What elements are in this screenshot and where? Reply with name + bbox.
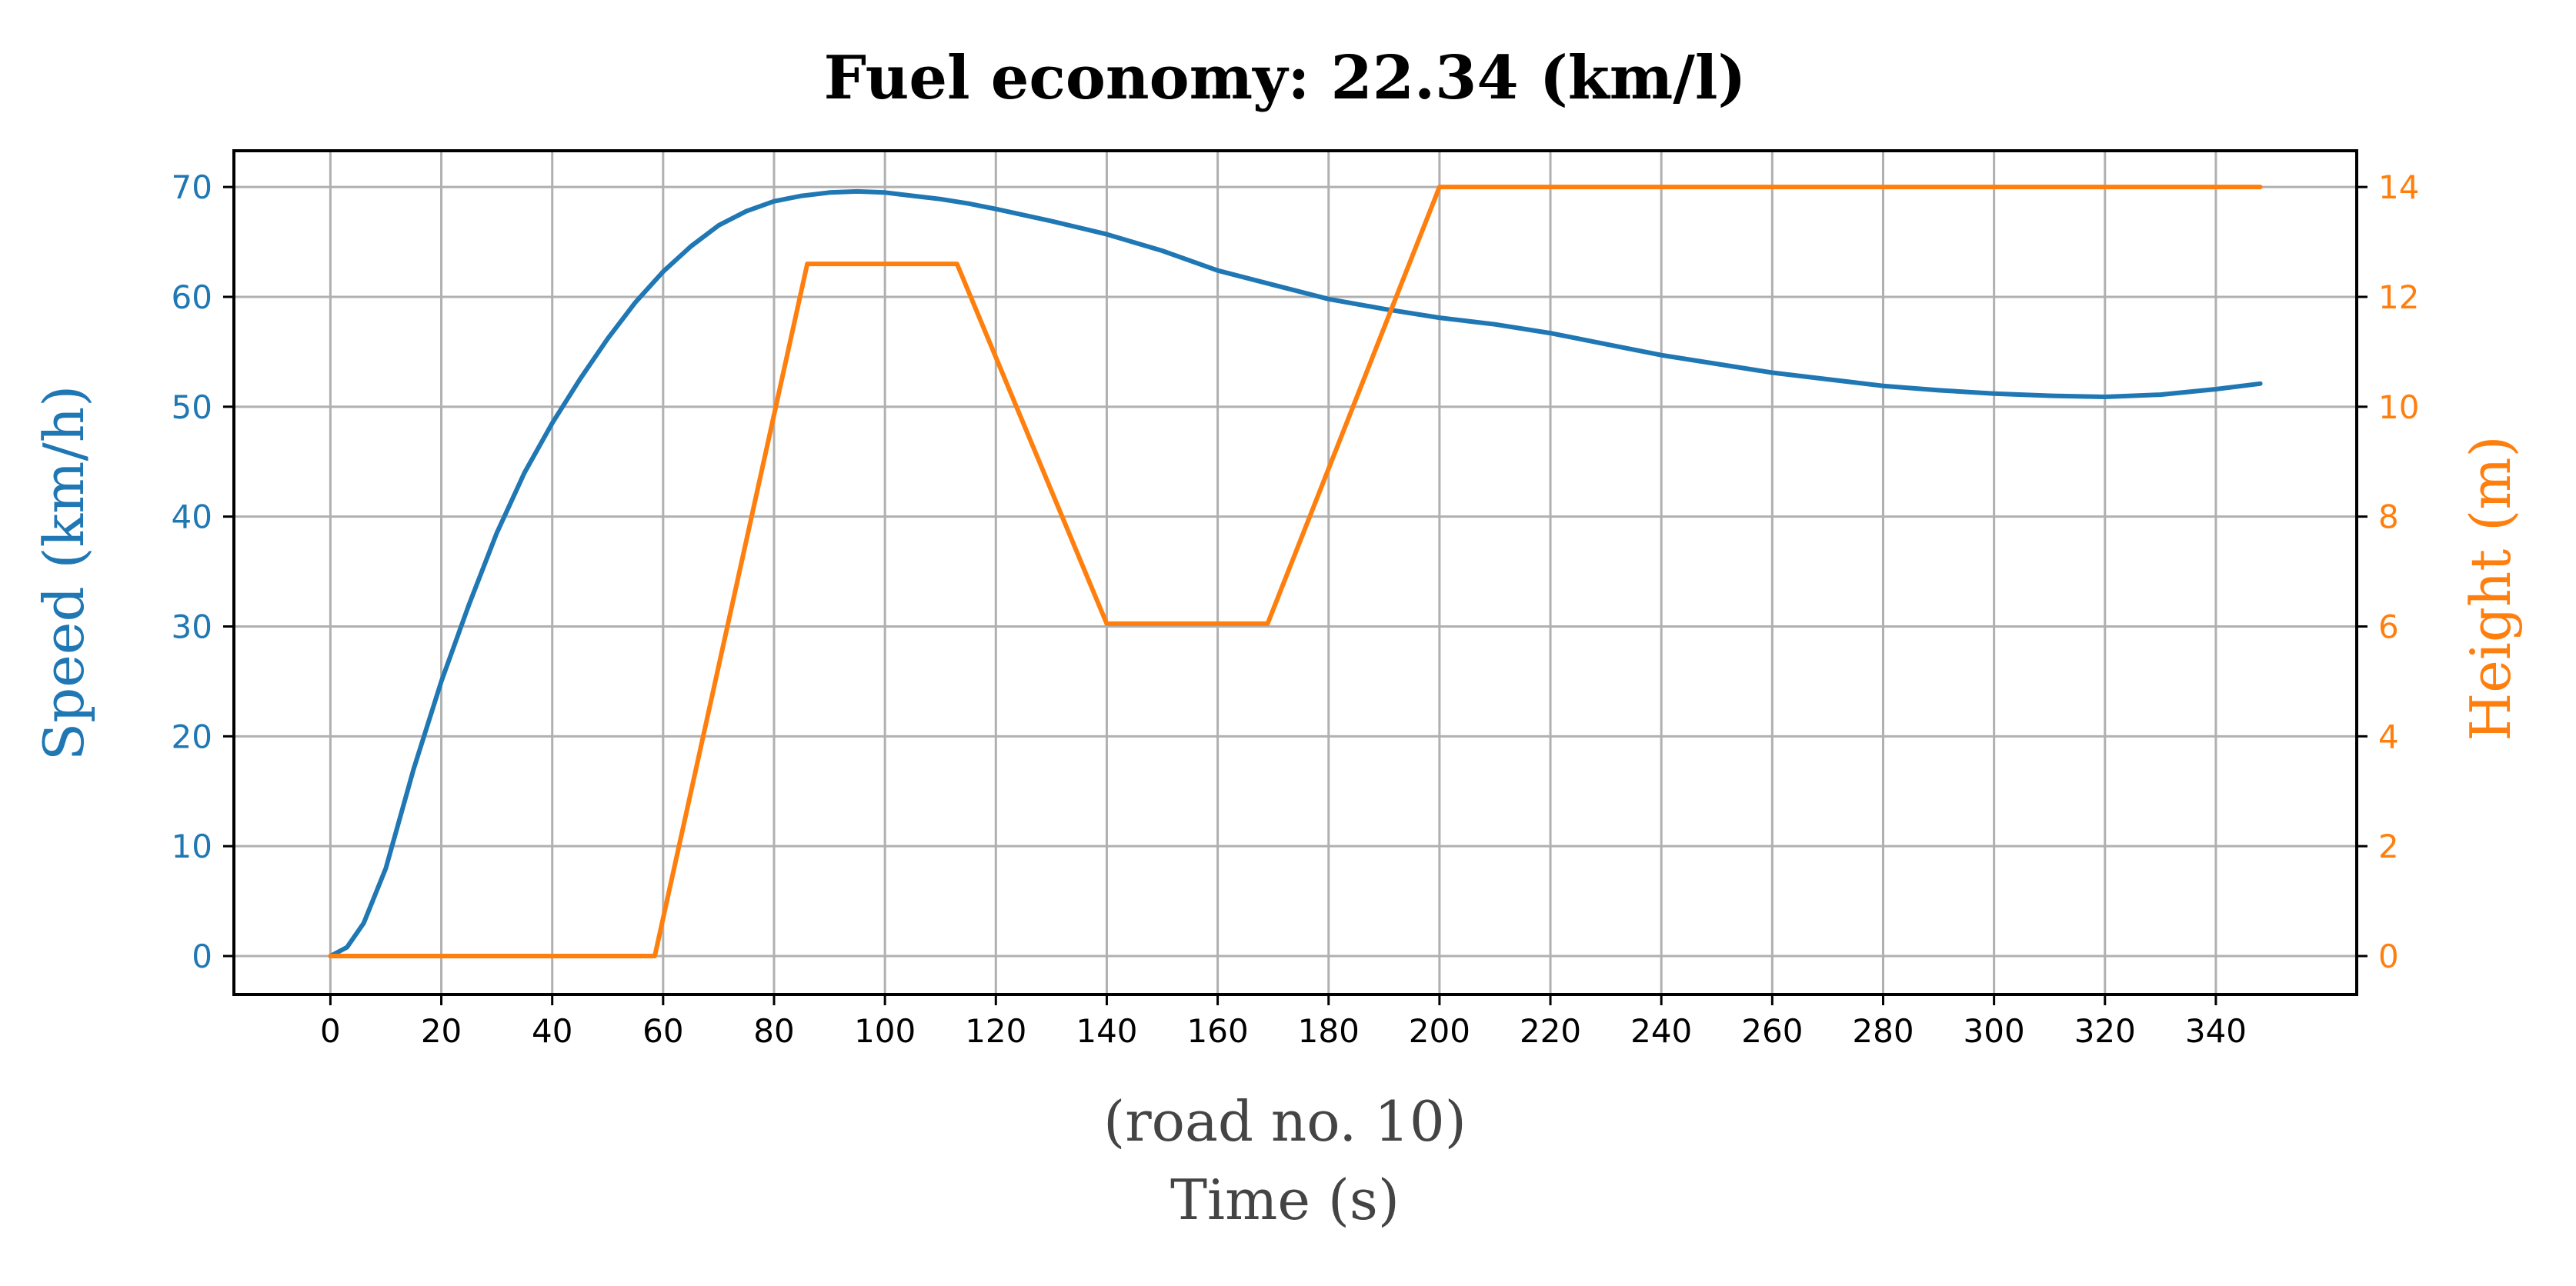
y-left-tick-label: 40	[172, 498, 212, 536]
y-left-tick-label: 10	[172, 828, 212, 865]
y-right-tick-label: 4	[2378, 718, 2399, 755]
x-axis-label-road: (road no. 10)	[1103, 1089, 1467, 1154]
series-layer	[328, 185, 2263, 958]
x-tick-label: 0	[320, 1012, 341, 1050]
x-tick-label: 320	[2074, 1012, 2136, 1050]
y-right-tick-label: 8	[2378, 498, 2399, 536]
grid-lines	[234, 151, 2357, 994]
y-left-tick-label: 30	[172, 608, 212, 645]
y-right-tick-label: 6	[2378, 608, 2399, 645]
y-right-tick-label: 14	[2378, 168, 2419, 206]
x-tick-label: 300	[1964, 1012, 2025, 1050]
x-tick-label: 200	[1409, 1012, 1470, 1050]
speed-series-line	[328, 188, 2263, 958]
y-right-tick-label: 12	[2378, 278, 2419, 316]
x-axis-label-time: Time (s)	[1170, 1168, 1400, 1232]
plot-frame	[232, 149, 2358, 996]
y-left-tick-label: 20	[172, 718, 212, 755]
x-tick-label: 280	[1852, 1012, 1914, 1050]
x-tick-label: 260	[1741, 1012, 1803, 1050]
y-left-tick-label: 70	[172, 168, 212, 206]
x-tick-label: 340	[2185, 1012, 2247, 1050]
x-tick-label: 80	[753, 1012, 794, 1050]
x-tick-label: 40	[532, 1012, 572, 1050]
y-left-tick-label: 60	[172, 278, 212, 316]
x-tick-label: 220	[1520, 1012, 1581, 1050]
x-tick-label: 140	[1076, 1012, 1137, 1050]
y-right-tick-label: 2	[2378, 828, 2399, 865]
height-series-line	[328, 185, 2263, 958]
x-tick-label: 100	[854, 1012, 916, 1050]
x-tick-label: 120	[965, 1012, 1026, 1050]
x-tick-label: 60	[642, 1012, 683, 1050]
ticks: 0 20 40 60 80 100 120 140 160 180 200 220 240 260 280 3…	[172, 168, 2420, 1050]
x-tick-label: 240	[1630, 1012, 1692, 1050]
y-axis-label-right: Height (m)	[2458, 435, 2523, 741]
y-left-tick-label: 50	[172, 388, 212, 426]
x-tick-label: 20	[421, 1012, 462, 1050]
x-tick-label: 160	[1187, 1012, 1249, 1050]
y-right-tick-label: 10	[2378, 388, 2419, 426]
y-right-tick-label: 0	[2378, 938, 2399, 975]
y-left-tick-label: 0	[192, 938, 212, 975]
y-axis-label-left: Speed (km/h)	[32, 385, 96, 761]
chart-title: Fuel economy: 22.34 (km/l)	[824, 43, 1747, 113]
x-tick-label: 180	[1298, 1012, 1360, 1050]
